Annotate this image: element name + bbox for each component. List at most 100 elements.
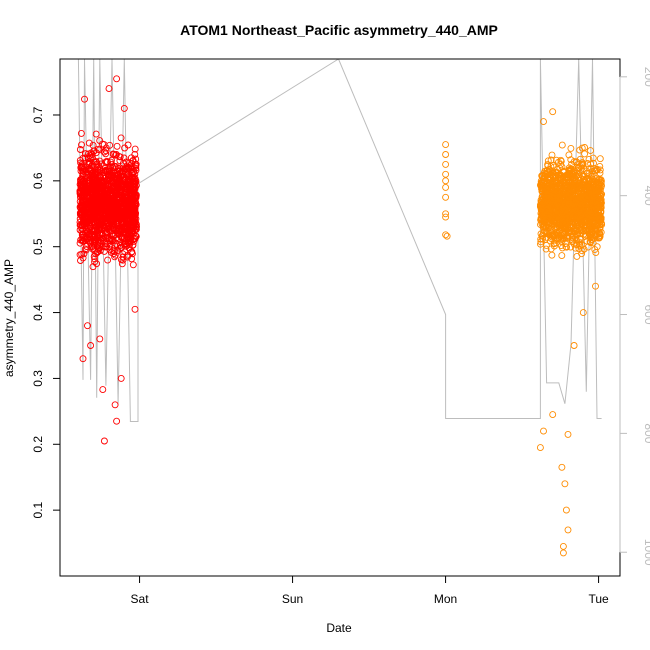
data-point-series-3 — [554, 199, 561, 207]
data-point-series-3 — [565, 193, 573, 201]
data-point-series-1 — [90, 253, 98, 260]
data-point-series-1 — [85, 139, 93, 147]
data-point-series-1 — [109, 164, 117, 172]
data-point-series-1 — [106, 222, 113, 229]
data-point-series-3 — [597, 184, 605, 192]
data-point-series-3 — [589, 233, 597, 241]
data-point-series-1 — [77, 257, 84, 264]
data-point-series-1 — [91, 258, 99, 266]
data-point-series-1 — [110, 163, 118, 170]
data-point-series-1 — [103, 180, 111, 188]
data-point-series-1 — [80, 177, 87, 185]
data-point-series-3 — [544, 157, 552, 165]
data-point-series-1 — [117, 374, 125, 382]
data-point-series-3 — [587, 147, 594, 155]
data-point-series-3 — [544, 195, 551, 203]
x-tick-label: Sat — [131, 592, 150, 606]
data-point-series-3 — [587, 214, 595, 221]
data-point-series-1 — [92, 158, 100, 166]
data-point-series-1 — [84, 154, 92, 162]
y-tick-label: 0.2 — [31, 436, 45, 453]
chart-title: ATOM1 Northeast_Pacific asymmetry_440_AM… — [180, 22, 498, 38]
data-point-series-3 — [581, 189, 589, 197]
data-point-series-1 — [104, 229, 111, 237]
data-point-series-3 — [570, 232, 578, 240]
data-point-series-3 — [548, 203, 556, 211]
data-point-series-1 — [77, 176, 84, 184]
data-point-series-1 — [113, 75, 121, 83]
data-point-series-3 — [561, 480, 569, 488]
data-point-series-3 — [565, 151, 573, 159]
data-point-series-3 — [591, 197, 599, 205]
data-point-series-3 — [581, 150, 589, 158]
data-point-series-1 — [98, 208, 106, 216]
data-point-series-1 — [102, 182, 110, 190]
data-point-series-1 — [97, 234, 105, 242]
data-point-series-3 — [571, 223, 579, 231]
data-point-series-3 — [588, 175, 596, 183]
data-point-series-3 — [539, 217, 547, 224]
data-point-series-3 — [592, 189, 600, 197]
data-point-series-3 — [547, 163, 555, 171]
data-point-series-3 — [577, 230, 585, 238]
data-point-series-1 — [131, 145, 139, 153]
data-point-series-1 — [106, 243, 113, 251]
data-point-series-1 — [102, 147, 110, 155]
data-point-series-3 — [563, 219, 571, 227]
data-point-series-3 — [564, 526, 572, 534]
data-point-series-1 — [88, 151, 96, 158]
data-point-series-1 — [110, 201, 118, 209]
data-point-series-3 — [573, 214, 580, 222]
data-point-series-1 — [102, 158, 110, 166]
data-point-series-1 — [96, 198, 104, 206]
data-point-series-1 — [125, 230, 133, 238]
data-point-series-1 — [109, 237, 117, 245]
data-point-series-1 — [104, 256, 112, 264]
data-point-series-1 — [126, 185, 134, 193]
data-point-series-1 — [99, 386, 107, 394]
data-point-series-3 — [564, 173, 572, 180]
data-point-series-3 — [540, 221, 548, 229]
data-point-series-1 — [129, 227, 137, 234]
data-point-series-3 — [557, 156, 565, 164]
data-point-series-1 — [79, 168, 87, 175]
data-point-series-3 — [596, 204, 604, 212]
data-point-series-1 — [132, 232, 139, 240]
data-point-series-1 — [101, 207, 109, 215]
data-point-series-1 — [93, 260, 101, 268]
data-point-series-3 — [544, 217, 552, 225]
data-point-series-3 — [596, 169, 604, 177]
data-point-series-3 — [571, 207, 579, 215]
data-point-series-3 — [578, 221, 586, 229]
data-point-series-3 — [568, 177, 576, 185]
data-point-series-1 — [124, 208, 132, 216]
data-point-series-3 — [536, 444, 544, 452]
data-point-series-1 — [97, 176, 105, 184]
data-point-series-1 — [83, 243, 91, 250]
data-point-series-3 — [542, 217, 549, 224]
data-point-series-1 — [125, 239, 132, 247]
data-point-series-3 — [549, 231, 557, 239]
data-point-series-3 — [572, 158, 580, 166]
data-point-series-3 — [572, 198, 580, 206]
data-point-series-1 — [96, 173, 104, 180]
data-point-series-3 — [595, 217, 603, 224]
data-point-series-3 — [562, 506, 570, 514]
data-point-series-1 — [113, 224, 121, 232]
y2-tick-label: 1000 — [642, 539, 650, 566]
data-point-series-1 — [131, 235, 139, 242]
data-point-series-1 — [113, 142, 121, 150]
data-point-series-3 — [540, 118, 547, 126]
data-point-series-3 — [558, 252, 566, 260]
data-point-series-1 — [99, 216, 107, 224]
data-point-series-3 — [597, 177, 605, 185]
data-point-series-1 — [77, 129, 85, 137]
data-point-series-1 — [90, 147, 98, 155]
data-point-series-1 — [120, 154, 128, 162]
data-point-series-1 — [108, 184, 116, 192]
data-point-series-1 — [102, 195, 110, 203]
data-point-series-1 — [106, 141, 114, 149]
data-point-series-1 — [111, 211, 119, 219]
data-point-series-1 — [117, 134, 125, 142]
data-point-series-1 — [116, 244, 124, 252]
